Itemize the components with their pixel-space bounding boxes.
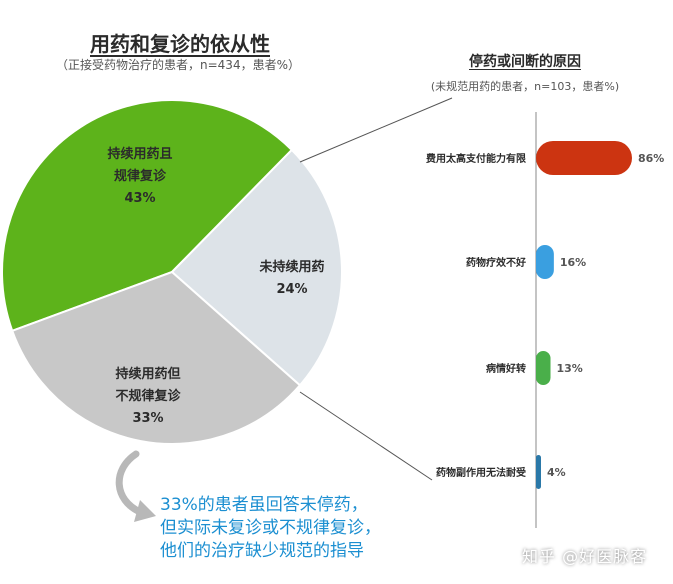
- bar-chart-subtitle: (未规范用药的患者，n=103，患者%): [430, 80, 620, 93]
- pie-slice-label: 未持续用药 24%: [258, 259, 324, 297]
- arrow-body: [115, 450, 144, 516]
- note-line: 但实际未复诊或不规律复诊，: [160, 518, 381, 538]
- bar: [536, 455, 541, 489]
- bar-value-label: 13%: [557, 362, 583, 375]
- pie-slice: [10, 270, 302, 445]
- bar-category-label: 病情好转: [486, 362, 526, 375]
- pie-chart-title: 用药和复诊的依从性: [90, 32, 270, 56]
- watermark: 知乎 @好医脉客: [522, 547, 648, 566]
- bar: [536, 245, 554, 279]
- connector-line-top: [299, 97, 453, 163]
- bar-category-label: 药物副作用无法耐受: [436, 466, 526, 479]
- pie-slice-label-line: 未持续用药: [258, 259, 324, 275]
- pie-slice-value: 33%: [132, 411, 163, 426]
- pie-slice-value: 24%: [276, 282, 307, 297]
- pie-slice-label-line: 持续用药且: [107, 146, 172, 162]
- bar-category-label: 药物疗效不好: [466, 256, 526, 269]
- bar-chart: 费用太高支付能力有限 86% 药物疗效不好 16% 病情好转 13% 药物副作用无法耐受 4%: [426, 112, 664, 528]
- note-line: 他们的治疗缺少规范的指导: [160, 541, 364, 561]
- pie-slice: [1, 99, 294, 333]
- bar-value-label: 86%: [638, 152, 664, 165]
- pie-slice-label-line: 持续用药但: [115, 366, 180, 382]
- curved-arrow-icon: [115, 450, 156, 522]
- pie-slice-label-line: 规律复诊: [114, 168, 167, 184]
- note-line: 33%的患者虽回答未停药，: [160, 495, 368, 515]
- bar-category-label: 费用太高支付能力有限: [426, 152, 527, 165]
- pie-slice-label-line: 不规律复诊: [115, 388, 181, 404]
- pie-chart: 持续用药且规律复诊 43% 未持续用药 24% 持续用药但不规律复诊 33%: [1, 99, 343, 445]
- pie-chart-subtitle: （正接受药物治疗的患者，n=434，患者%）: [56, 58, 300, 72]
- connector-line-bottom: [299, 391, 433, 481]
- arrow-head: [134, 500, 156, 522]
- pie-slice-label: 持续用药但不规律复诊 33%: [115, 366, 181, 426]
- bar-value-label: 4%: [547, 466, 566, 479]
- bar: [536, 351, 551, 385]
- bar-chart-title: 停药或间断的原因: [469, 54, 581, 70]
- bar: [536, 141, 632, 175]
- bar-value-label: 16%: [560, 256, 586, 269]
- pie-slice: [170, 148, 343, 387]
- note-text: 33%的患者虽回答未停药， 但实际未复诊或不规律复诊， 他们的治疗缺少规范的指导: [160, 494, 381, 563]
- connector-lines: [299, 97, 453, 481]
- pie-slice-value: 43%: [124, 191, 155, 206]
- pie-slice-label: 持续用药且规律复诊 43%: [107, 146, 172, 206]
